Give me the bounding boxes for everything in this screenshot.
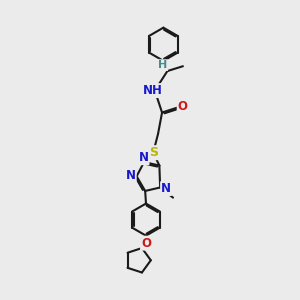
Text: NH: NH [143, 84, 163, 97]
Text: N: N [161, 182, 171, 195]
Text: N: N [126, 169, 136, 182]
Text: O: O [141, 237, 151, 250]
Text: N: N [139, 151, 148, 164]
Text: O: O [178, 100, 188, 113]
Text: H: H [158, 60, 167, 70]
Text: S: S [149, 146, 158, 159]
